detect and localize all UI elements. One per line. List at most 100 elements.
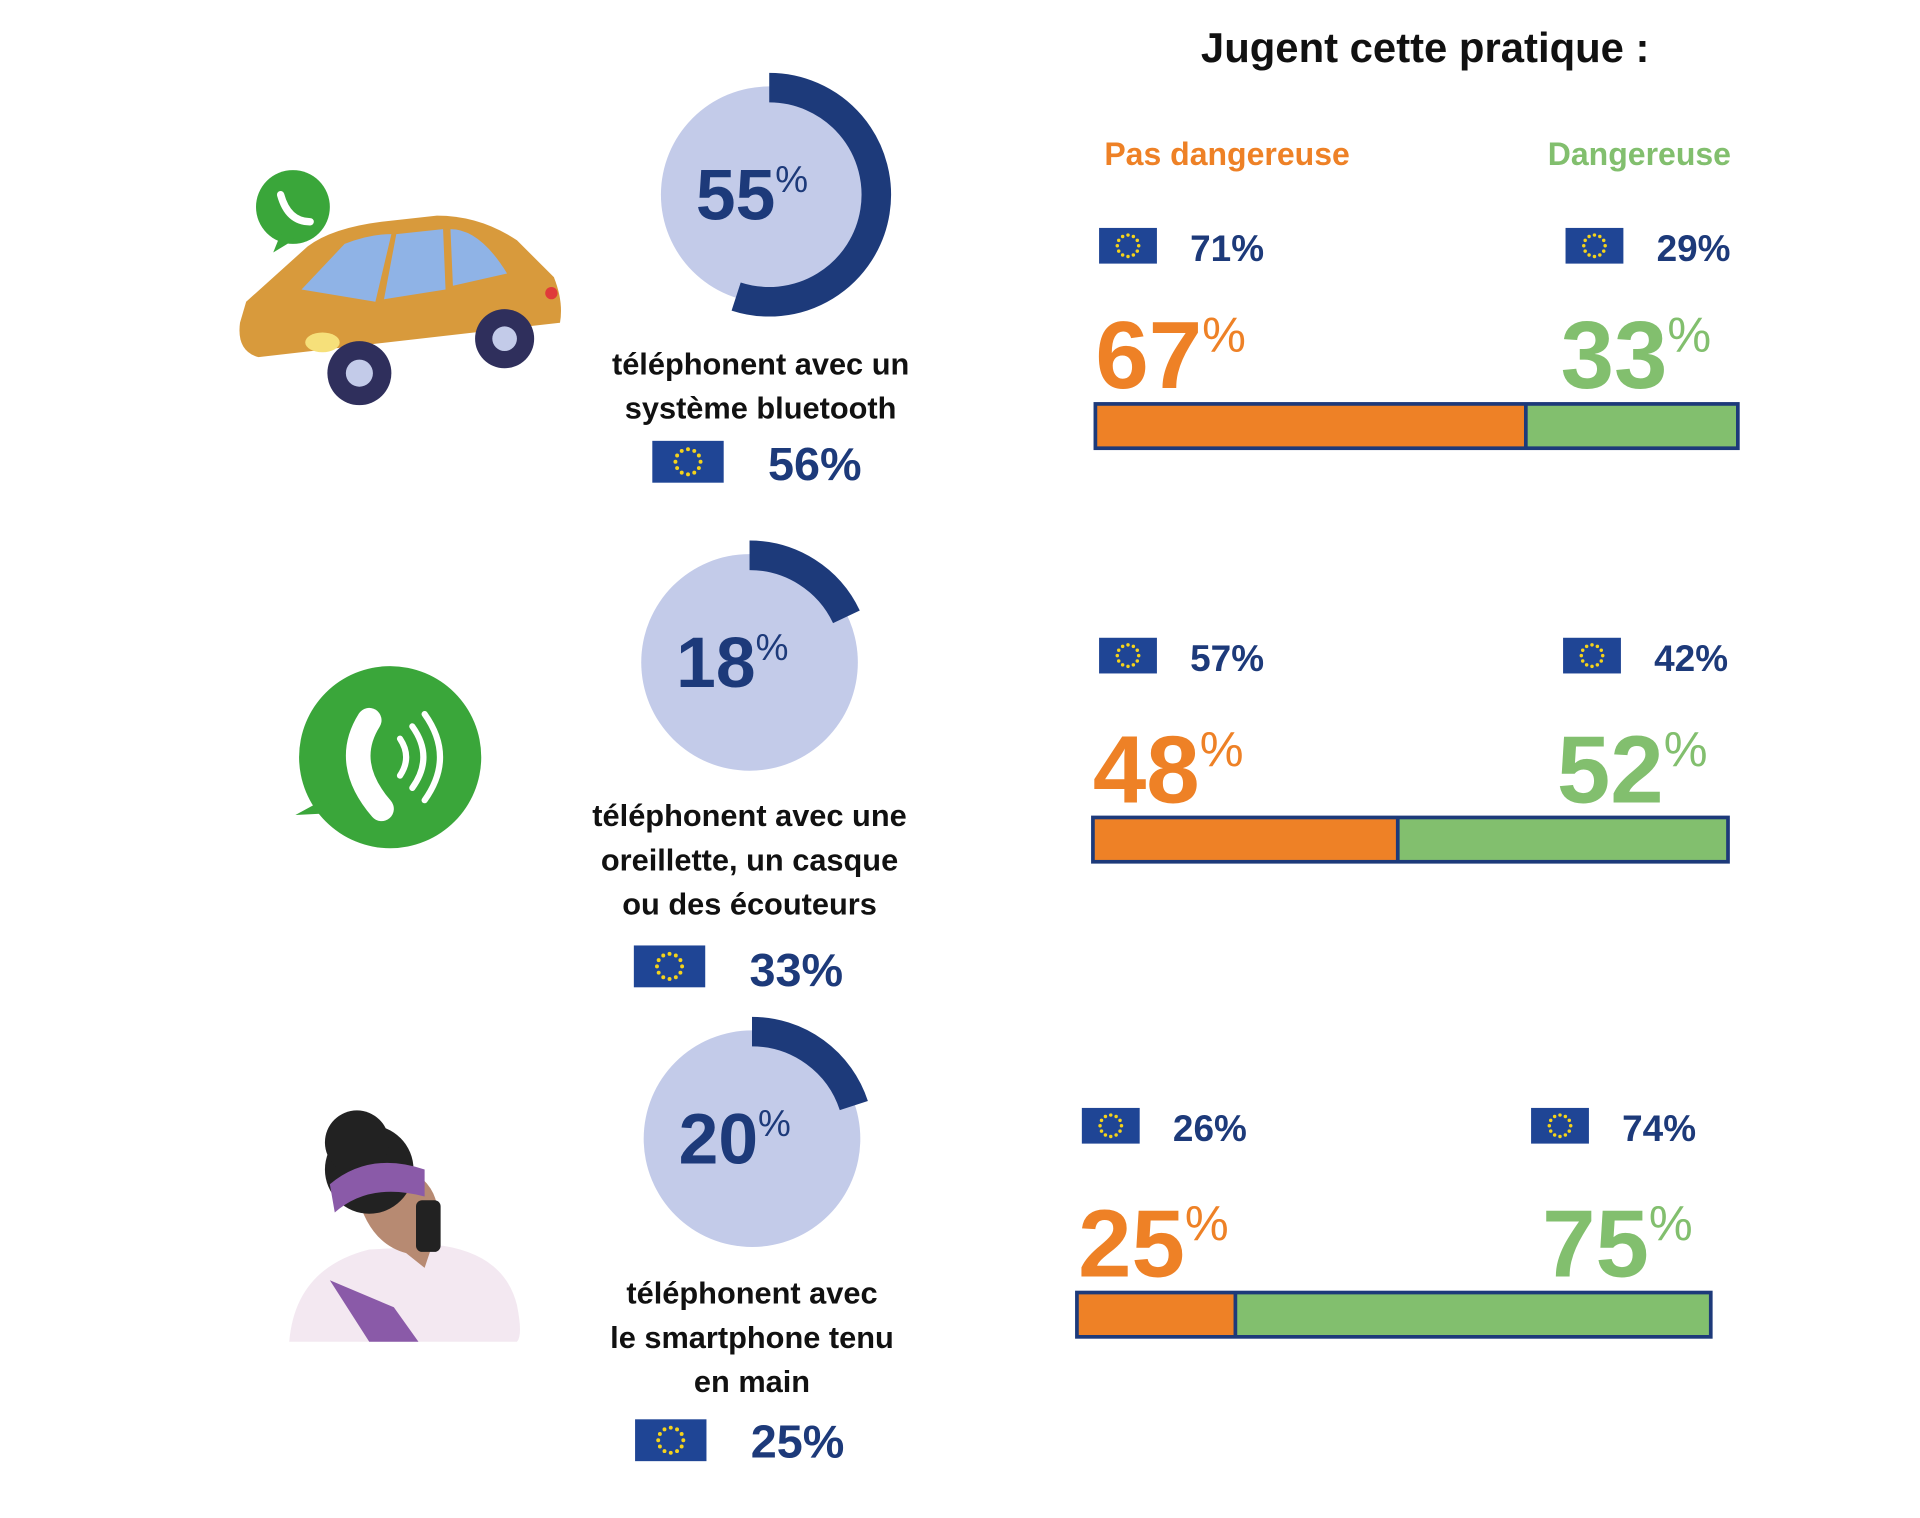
title: Jugent cette pratique : xyxy=(1201,24,1650,71)
eu-not-dangerous: 71% xyxy=(1190,228,1264,269)
dangerous-value-value: 75 xyxy=(1542,1191,1649,1298)
eu-flag-star xyxy=(657,1431,662,1436)
eu-flag-star xyxy=(1599,659,1604,663)
eu-flag-field xyxy=(1565,227,1624,264)
donut-background xyxy=(643,1030,861,1247)
dangerous-value-unit: % xyxy=(1664,722,1708,777)
not-dangerous-value-value: 25 xyxy=(1078,1191,1185,1298)
eu-flag-star xyxy=(673,459,678,464)
eu-dangerous: 74% xyxy=(1622,1108,1696,1149)
eu-flag xyxy=(1565,227,1624,264)
donut-value: 55% xyxy=(696,155,808,235)
not-dangerous-value: 25% xyxy=(1078,1191,1229,1298)
car-icon xyxy=(239,170,562,406)
eu-not-dangerous-value: 57 xyxy=(1190,638,1231,679)
eu-flag-star xyxy=(1598,253,1602,257)
eu-flag-star xyxy=(1109,1134,1113,1139)
eu-flag-star xyxy=(1568,1124,1573,1128)
eu-dangerous-unit: % xyxy=(1695,638,1728,679)
row-label: le smartphone tenu xyxy=(610,1320,894,1355)
eu-flag-star xyxy=(1580,648,1585,653)
donut-value: 18% xyxy=(676,623,788,703)
eu-flag-star xyxy=(1580,659,1585,663)
dangerous-value: 33% xyxy=(1561,302,1712,409)
eu-flag-star xyxy=(667,976,672,981)
eu-flag xyxy=(1099,227,1157,264)
bar-dangerous xyxy=(1525,403,1738,449)
not-dangerous-value: 48% xyxy=(1093,717,1244,824)
eu-flag-star xyxy=(679,448,684,453)
eu-flag-star xyxy=(679,1431,684,1436)
eu-flag-star xyxy=(1109,1113,1113,1117)
donut-value-value: 18 xyxy=(676,623,755,703)
eu-flag-star xyxy=(1114,1133,1118,1137)
eu-not-dangerous-value: 26 xyxy=(1173,1108,1214,1149)
eu-dangerous-value: 42 xyxy=(1654,638,1695,679)
eu-flag xyxy=(1531,1107,1589,1144)
eu-flag-star xyxy=(662,1449,667,1454)
eu-flag xyxy=(1081,1107,1140,1144)
eu-flag-star xyxy=(661,975,666,980)
eu-flag-star xyxy=(1558,1134,1562,1139)
donut-value-value: 20 xyxy=(679,1099,758,1179)
eu-not-dangerous-unit: % xyxy=(1214,1108,1247,1149)
eu-flag-star xyxy=(655,964,659,969)
eu-dangerous-value: 74 xyxy=(1622,1108,1664,1149)
eu-flag xyxy=(635,1419,707,1462)
row-label: système bluetooth xyxy=(625,391,897,426)
eu-flag-star xyxy=(1599,648,1604,653)
eu-flag-star xyxy=(661,953,666,958)
eu-flag-star xyxy=(662,1427,667,1432)
eu-flag-star xyxy=(692,448,697,453)
bar-outline xyxy=(1075,1290,1713,1339)
eu-flag-star xyxy=(686,447,690,452)
eu-flag-star xyxy=(1592,233,1597,237)
eu-flag-star xyxy=(1103,1133,1108,1137)
eu-dangerous-value: 29 xyxy=(1657,228,1698,269)
bar-outline xyxy=(1093,402,1740,451)
legend-not-dangerous: Pas dangereuse xyxy=(1104,136,1349,172)
row-label: oreillette, un casque xyxy=(601,842,898,877)
eu-flag-star xyxy=(1099,1129,1104,1133)
legend-dangerous: Dangereuse xyxy=(1548,136,1731,172)
eu-flag-field xyxy=(652,440,724,483)
bar-not-dangerous xyxy=(1095,403,1526,449)
not-dangerous-value-unit: % xyxy=(1202,307,1246,362)
eu-flag-star xyxy=(678,958,683,963)
bar-dangerous xyxy=(1235,1292,1711,1337)
donut-value-unit: % xyxy=(775,159,808,200)
eu-flag-star xyxy=(673,975,678,980)
eu-flag-star xyxy=(698,459,703,464)
eu-flag xyxy=(1099,637,1157,674)
donut-arc xyxy=(749,540,860,624)
eu-share-value: 25 xyxy=(751,1415,803,1467)
eu-flag-field xyxy=(1099,637,1157,674)
eu-flag-star xyxy=(1567,1118,1572,1123)
eu-flag-star xyxy=(1582,244,1586,248)
eu-flag-star xyxy=(1116,648,1121,653)
eu-flag-star xyxy=(1119,1124,1124,1128)
donut-value-value: 55 xyxy=(696,155,775,235)
eu-share: 33% xyxy=(750,944,844,996)
eu-not-dangerous: 26% xyxy=(1173,1108,1247,1149)
eu-flag-star xyxy=(1592,254,1597,259)
eu-flag xyxy=(633,945,706,988)
eu-flag-field xyxy=(633,945,706,988)
eu-flag-star xyxy=(679,470,684,475)
eu-flag-star xyxy=(1583,238,1587,243)
not-dangerous-value-value: 48 xyxy=(1093,717,1200,824)
eu-dangerous-unit: % xyxy=(1698,228,1731,269)
eu-not-dangerous: 57% xyxy=(1190,638,1264,679)
not-dangerous-value: 67% xyxy=(1095,302,1246,409)
eu-flag-star xyxy=(1558,1113,1562,1117)
dangerous-value-value: 33 xyxy=(1561,302,1668,409)
eu-flag-star xyxy=(678,970,683,975)
eu-flag-star xyxy=(680,964,685,969)
eu-flag-star xyxy=(1563,1114,1568,1119)
eu-flag-star xyxy=(1584,663,1589,667)
eu-flag-star xyxy=(1120,644,1125,649)
dangerous-value: 52% xyxy=(1557,717,1708,824)
eu-flag-star xyxy=(1116,238,1121,243)
eu-dangerous: 42% xyxy=(1654,638,1728,679)
